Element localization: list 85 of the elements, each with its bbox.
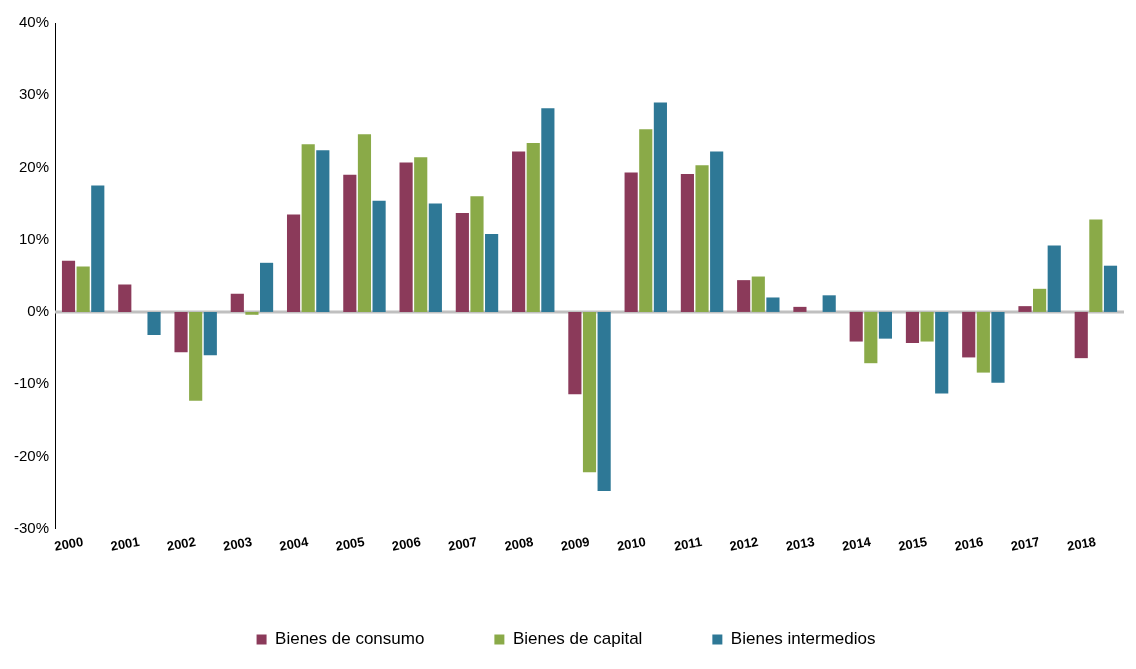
x-tick-label: 2017 (1009, 534, 1041, 554)
x-tick-label: 2000 (53, 534, 85, 554)
bar (203, 311, 217, 356)
bar (372, 200, 386, 312)
bar (710, 151, 724, 312)
bar (962, 311, 976, 358)
bar (399, 162, 413, 312)
x-tick-label: 2016 (953, 534, 985, 554)
bar (1018, 306, 1032, 312)
bar (189, 311, 203, 401)
x-tick-label: 2003 (221, 534, 254, 554)
bar (470, 196, 484, 312)
bar (91, 185, 105, 312)
bar (568, 311, 582, 395)
bar (822, 295, 836, 312)
bar (582, 311, 597, 473)
x-tick-label: 2008 (503, 534, 535, 554)
bar (485, 233, 499, 312)
bar (118, 284, 132, 312)
x-tick-label: 2018 (1065, 534, 1098, 554)
bar (991, 311, 1005, 383)
bar (849, 311, 863, 342)
x-tick-label: 2014 (840, 533, 873, 554)
legend-label: Bienes intermedios (730, 629, 876, 649)
x-tick-label: 2006 (390, 534, 422, 554)
bar (286, 214, 301, 312)
bar (878, 311, 893, 339)
bar (680, 173, 694, 312)
bar (905, 311, 920, 343)
bar (230, 293, 244, 312)
bar (1103, 265, 1118, 312)
bar (1089, 219, 1103, 312)
y-tick-label: 0% (27, 302, 50, 320)
bar (174, 311, 188, 353)
y-tick-label: 40% (18, 13, 50, 31)
bar (526, 142, 540, 312)
bar (455, 212, 469, 312)
bar (76, 266, 90, 312)
bar (1074, 311, 1088, 359)
x-tick-label: 2011 (672, 534, 704, 554)
bar (766, 297, 780, 312)
bar (316, 150, 330, 312)
bar (1047, 245, 1061, 312)
bar (512, 151, 526, 312)
bar (597, 311, 611, 492)
x-tick-label: 2013 (784, 534, 816, 554)
bar (414, 157, 428, 312)
bar (653, 102, 667, 312)
bar (343, 174, 357, 312)
bar (259, 262, 274, 312)
bar (864, 311, 878, 364)
x-tick-label: 2007 (447, 534, 479, 554)
y-tick-label: 10% (18, 229, 50, 247)
bar (245, 311, 259, 315)
y-tick-label: 30% (18, 85, 50, 103)
x-tick-label: 2012 (728, 534, 760, 554)
bar (428, 203, 442, 312)
bar (1033, 288, 1047, 312)
bar (751, 276, 765, 312)
bar (61, 260, 76, 312)
x-tick-label: 2015 (897, 534, 929, 554)
bar (639, 129, 653, 312)
bar (695, 165, 709, 312)
x-tick-label: 2010 (615, 534, 647, 554)
y-tick-label: -30% (13, 518, 50, 536)
bar (793, 306, 807, 312)
x-tick-label: 2004 (278, 533, 311, 554)
bar (357, 134, 372, 312)
x-tick-label: 2005 (334, 534, 366, 554)
y-tick-label: -20% (13, 446, 50, 464)
bar (147, 311, 161, 336)
bar (935, 311, 949, 394)
bar (624, 172, 638, 312)
bar (976, 311, 990, 373)
bar (301, 144, 315, 312)
y-tick-label: -10% (13, 374, 50, 392)
x-tick-label: 2002 (165, 534, 197, 554)
bar (920, 311, 934, 342)
legend-label: Bienes de consumo (275, 629, 425, 649)
legend-label: Bienes de capital (512, 629, 643, 649)
y-tick-label: 20% (18, 157, 50, 175)
bar (737, 280, 751, 312)
x-tick-label: 2001 (109, 534, 141, 554)
x-tick-label: 2009 (559, 534, 591, 554)
bar (541, 108, 555, 312)
